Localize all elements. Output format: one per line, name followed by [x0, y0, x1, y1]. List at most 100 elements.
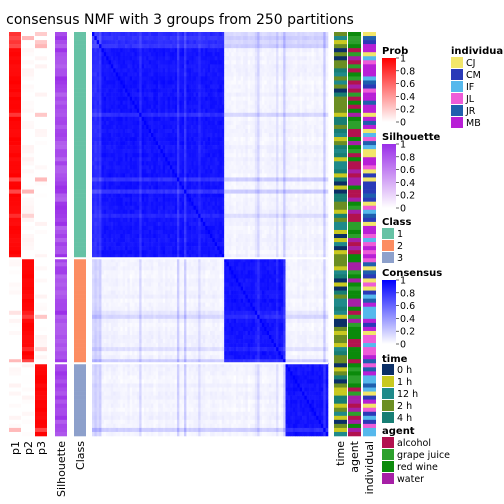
consensus-cell — [193, 76, 197, 81]
consensus-cell — [313, 72, 317, 77]
consensus-cell — [148, 161, 152, 166]
consensus-cell — [165, 40, 168, 45]
consensus-cell — [278, 201, 282, 207]
consensus-cell — [108, 112, 112, 118]
consensus-cell — [108, 76, 112, 81]
consensus-cell — [200, 40, 204, 45]
consensus-cell — [186, 80, 190, 85]
consensus-cell — [117, 209, 121, 215]
consensus-cell — [172, 161, 175, 166]
consensus-cell — [276, 157, 279, 162]
consensus-cell — [252, 197, 256, 202]
consensus-cell — [139, 108, 142, 114]
consensus-cell — [280, 201, 284, 207]
consensus-cell — [92, 92, 95, 97]
consensus-cell — [151, 96, 154, 101]
class-cell — [74, 306, 86, 312]
consensus-cell — [217, 193, 220, 198]
prob-cell-p1 — [9, 310, 21, 316]
consensus-cell — [302, 141, 305, 146]
consensus-cell — [276, 104, 279, 110]
class-cell — [74, 209, 86, 215]
consensus-cell — [195, 48, 199, 53]
consensus-cell — [231, 60, 234, 65]
consensus-cell — [167, 205, 171, 211]
consensus-cell — [96, 201, 100, 207]
consensus-cell — [259, 56, 263, 61]
consensus-cell — [179, 44, 182, 49]
consensus-cell — [261, 60, 265, 65]
consensus-cell — [200, 137, 204, 142]
consensus-cell — [212, 209, 216, 215]
consensus-cell — [259, 112, 263, 118]
prob-cell-p1 — [9, 423, 21, 429]
consensus-cell — [193, 209, 197, 215]
consensus-cell — [110, 189, 114, 194]
consensus-cell — [101, 92, 105, 97]
consensus-cell — [184, 181, 187, 186]
silhouette-cell — [55, 76, 67, 81]
consensus-cell — [224, 88, 227, 93]
prob-cell-p3 — [35, 351, 47, 356]
consensus-cell — [233, 124, 237, 130]
consensus-cell — [306, 145, 310, 150]
consensus-cell — [287, 44, 291, 49]
consensus-cell — [294, 157, 298, 162]
consensus-cell — [254, 153, 258, 158]
consensus-cell — [146, 48, 149, 53]
prob-cell-p3 — [35, 112, 47, 118]
consensus-cell — [129, 92, 133, 97]
consensus-cell — [191, 133, 194, 138]
class-cell — [74, 326, 86, 332]
consensus-cell — [243, 145, 246, 150]
consensus-cell — [136, 165, 140, 170]
prob-cell-p3 — [35, 395, 47, 400]
consensus-cell — [313, 177, 317, 182]
consensus-cell — [297, 165, 300, 170]
consensus-cell — [269, 145, 272, 150]
consensus-cell — [311, 48, 315, 53]
consensus-cell — [271, 84, 275, 89]
consensus-cell — [283, 32, 286, 37]
consensus-cell — [285, 137, 289, 142]
class-cell — [74, 242, 86, 247]
consensus-cell — [115, 149, 119, 154]
consensus-cell — [162, 96, 166, 101]
consensus-cell — [110, 48, 114, 53]
consensus-cell — [136, 116, 140, 122]
consensus-cell — [115, 100, 119, 106]
consensus-cell — [285, 100, 289, 106]
consensus-cell — [214, 141, 218, 146]
consensus-cell — [179, 161, 182, 166]
consensus-cell — [92, 177, 95, 182]
consensus-cell — [186, 68, 190, 73]
prob-cell-p2 — [22, 104, 34, 110]
class-cell — [74, 391, 86, 396]
consensus-cell — [92, 185, 95, 190]
consensus-cell — [139, 112, 142, 118]
consensus-cell — [158, 108, 161, 114]
silhouette-cell — [55, 225, 67, 231]
consensus-cell — [113, 52, 116, 57]
consensus-cell — [273, 201, 277, 207]
consensus-cell — [143, 68, 147, 73]
consensus-cell — [313, 201, 317, 207]
consensus-cell — [283, 181, 286, 186]
consensus-cell — [276, 48, 279, 53]
consensus-cell — [127, 124, 131, 130]
consensus-cell — [99, 72, 102, 77]
prob-cell-p3 — [35, 262, 47, 267]
prob-cell-p1 — [9, 209, 21, 215]
consensus-cell — [198, 60, 201, 65]
consensus-cell — [127, 32, 131, 37]
class-cell — [74, 165, 86, 170]
consensus-cell — [217, 169, 220, 174]
consensus-cell — [257, 124, 260, 130]
consensus-cell — [141, 120, 145, 126]
consensus-cell — [226, 44, 230, 49]
consensus-cell — [193, 96, 197, 101]
consensus-cell — [243, 137, 246, 142]
consensus-cell — [311, 173, 315, 178]
consensus-cell — [205, 92, 208, 97]
consensus-cell — [250, 165, 253, 170]
